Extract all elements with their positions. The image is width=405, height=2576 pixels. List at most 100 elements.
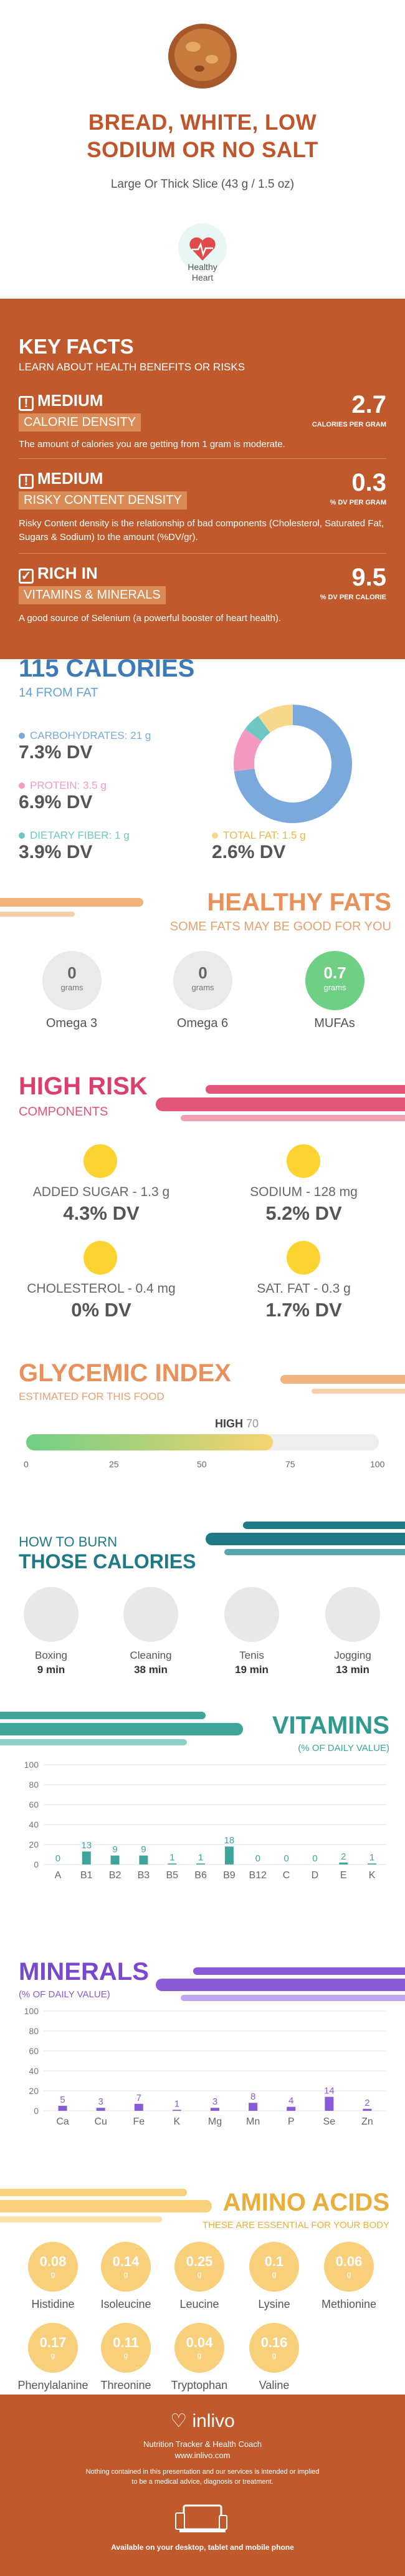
vitamin-value-label: 0: [55, 1853, 60, 1864]
key-facts-title: KEY FACTS: [19, 335, 134, 358]
cholesterol-label: CHOLESTEROL - 0.4 mg: [27, 1281, 176, 1296]
heart-logo-icon: ♡: [170, 2411, 188, 2431]
mineral-value-label: 1: [174, 2098, 179, 2109]
y-tick-label: 100: [24, 2006, 39, 2016]
amino-label-threonine: Threonine: [100, 2379, 151, 2391]
warning-icon: !: [19, 474, 34, 489]
y-tick-label: 60: [29, 1800, 39, 1810]
protein-block: PROTEIN: 3.5 g 6.9% DV: [19, 779, 107, 813]
amino-circle-isoleucine: 0.14 g: [101, 2242, 151, 2292]
mineral-value-label: 3: [212, 2096, 217, 2107]
key-facts-section: KEY FACTS LEARN ABOUT HEALTH BENEFITS OR…: [0, 299, 405, 659]
calories-title: 115 CALORIES: [19, 655, 195, 682]
mineral-bar-Fe: [134, 2103, 143, 2111]
glycemic-track: [26, 1434, 379, 1450]
calorie-density-desc: The amount of calories you are getting f…: [19, 439, 285, 450]
vitamin-value-label: 2: [341, 1851, 346, 1862]
mineral-value-label: 3: [98, 2096, 103, 2107]
mineral-category-label: Mn: [246, 2116, 260, 2127]
key-facts-subtitle: LEARN ABOUT HEALTH BENEFITS OR RISKS: [19, 361, 245, 373]
vitamin-category-label: B5: [166, 1870, 178, 1881]
vitamin-bar-B2: [110, 1855, 120, 1864]
mineral-category-label: Se: [323, 2116, 336, 2127]
protein-dot: [19, 783, 25, 789]
vitamin-bar-B6: [196, 1863, 206, 1864]
vitamin-value-label: 0: [255, 1853, 260, 1864]
mineral-bar-P: [287, 2106, 296, 2111]
mineral-category-label: Cu: [94, 2116, 107, 2127]
fat-block: TOTAL FAT: 1.5 g 2.6% DV: [212, 829, 306, 862]
y-tick-label: 0: [34, 1860, 39, 1869]
vitamins-density-desc: A good source of Selenium (a powerful bo…: [19, 613, 282, 624]
fiber-block: DIETARY FIBER: 1 g 3.9% DV: [19, 829, 130, 862]
vitamins-density-value: 9.5: [351, 564, 386, 591]
risky-density-value: 0.3: [351, 469, 386, 496]
fiber-dot: [19, 832, 25, 839]
mineral-value-label: 4: [288, 2096, 293, 2106]
amino-circle-methionine: 0.06 g: [324, 2242, 374, 2292]
devices-icon: [175, 2504, 227, 2532]
pie-slice-protein: [234, 729, 262, 771]
mineral-bar-Mg: [211, 2108, 219, 2111]
serving-size: Large Or Thick Slice (43 g / 1.5 oz): [110, 178, 295, 191]
amino-label-lysine: Lysine: [258, 2298, 290, 2310]
y-tick-label: 20: [29, 1840, 39, 1850]
mineral-category-label: K: [174, 2116, 181, 2127]
amino-circle-threonine: 0.11 g: [101, 2323, 151, 2373]
vitamins-density-block: ✓ RICH IN VITAMINS & MINERALS: [19, 564, 166, 604]
vitamin-category-label: B1: [80, 1870, 93, 1881]
healthy-fats-bar: [0, 898, 405, 917]
amino-label-isoleucine: Isoleucine: [100, 2298, 151, 2310]
warning-icon: !: [19, 396, 34, 411]
bread-image: [168, 24, 237, 89]
vitamin-category-label: B3: [138, 1870, 150, 1881]
amino-circle-phenylalanine: 0.17 g: [28, 2323, 78, 2373]
footer-url[interactable]: www.inlivo.com: [174, 2451, 231, 2460]
vitamin-value-label: 1: [198, 1852, 203, 1863]
boxing-label: Boxing: [35, 1649, 67, 1661]
cholesterol-value: 0% DV: [71, 1299, 131, 1321]
burn-title-1: HOW TO BURN: [19, 1534, 118, 1550]
sodium-label: SODIUM - 128 mg: [250, 1185, 358, 1199]
mineral-category-label: Zn: [361, 2116, 373, 2127]
mineral-bar-Zn: [363, 2108, 372, 2111]
y-tick-label: 40: [29, 1820, 39, 1830]
jogging-minutes: 13 min: [336, 1664, 369, 1676]
boxing-icon: [24, 1587, 79, 1642]
thumbs-up-icon: ✓: [19, 569, 34, 584]
vitamins-bar-chart: 1008060402000A13B19B29B31B51B618B90B120C…: [24, 1760, 386, 1881]
y-tick-label: 20: [29, 2086, 39, 2096]
pie-slice-fat: [258, 705, 293, 733]
y-tick-label: 0: [34, 2106, 39, 2116]
added-sugar-label: ADDED SUGAR - 1.3 g: [32, 1185, 170, 1199]
omega3-label: Omega 3: [45, 1016, 98, 1030]
omega6-label: Omega 6: [176, 1016, 229, 1030]
vitamin-category-label: B6: [194, 1870, 207, 1881]
vitamin-value-label: 0: [312, 1853, 317, 1864]
mineral-bar-Se: [325, 2096, 334, 2111]
omega6-circle: 0 grams: [173, 951, 232, 1010]
footer-tagline: Nutrition Tracker & Health Coach: [143, 2439, 262, 2449]
vitamin-bar-B1: [82, 1851, 91, 1864]
mineral-value-label: 14: [324, 2086, 335, 2096]
high-risk-subtitle: COMPONENTS: [19, 1105, 108, 1119]
wave-divider: [0, 642, 405, 658]
footer-disclaimer-2: to be a medical advice, diagnosis or tre…: [131, 2478, 274, 2486]
vitamins-subtitle: (% OF DAILY VALUE): [298, 1743, 389, 1754]
divider: [19, 458, 386, 459]
amino-circle-lysine: 0.1 g: [249, 2242, 299, 2292]
page-title: BREAD, WHITE, LOW SODIUM OR NO SALT: [87, 110, 318, 162]
minerals-subtitle: (% OF DAILY VALUE): [19, 1989, 110, 2000]
sat-fat-label: SAT. FAT - 0.3 g: [257, 1281, 351, 1296]
vitamins-density-caption: % DV PER CALORIE: [320, 594, 386, 601]
vitamin-category-label: D: [312, 1870, 319, 1881]
vitamin-category-label: C: [283, 1870, 290, 1881]
glycemic-title: GLYCEMIC INDEX: [19, 1359, 231, 1387]
cleaning-label: Cleaning: [130, 1649, 172, 1661]
vitamin-bar-B9: [224, 1846, 234, 1864]
amino-label-phenylalanine: Phenylalanine: [17, 2379, 88, 2391]
pie-slice-fiber: [245, 716, 270, 741]
cleaning-minutes: 38 min: [134, 1664, 168, 1676]
amino-label-leucine: Leucine: [179, 2298, 219, 2310]
mineral-value-label: 7: [136, 2093, 141, 2103]
